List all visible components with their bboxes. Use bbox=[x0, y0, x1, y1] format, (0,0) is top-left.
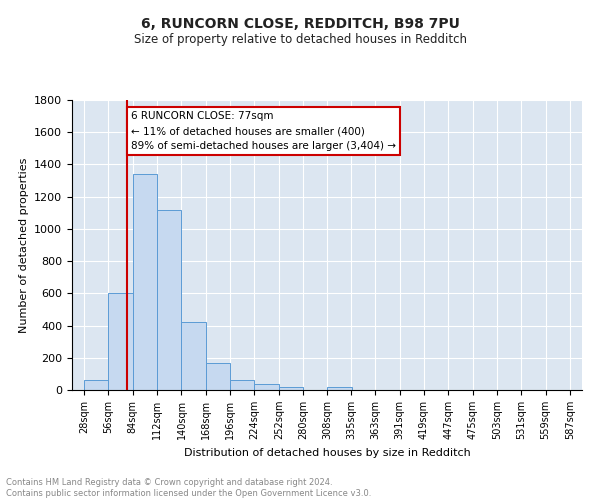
Y-axis label: Number of detached properties: Number of detached properties bbox=[19, 158, 29, 332]
Bar bbox=[157, 210, 181, 390]
Text: Contains HM Land Registry data © Crown copyright and database right 2024.
Contai: Contains HM Land Registry data © Crown c… bbox=[6, 478, 371, 498]
Text: 6, RUNCORN CLOSE, REDDITCH, B98 7PU: 6, RUNCORN CLOSE, REDDITCH, B98 7PU bbox=[140, 18, 460, 32]
Bar bbox=[84, 380, 109, 390]
Text: Size of property relative to detached houses in Redditch: Size of property relative to detached ho… bbox=[133, 32, 467, 46]
Bar bbox=[133, 174, 157, 390]
Bar bbox=[254, 384, 279, 390]
Bar bbox=[328, 387, 352, 390]
Bar bbox=[230, 380, 254, 390]
Bar bbox=[206, 362, 230, 390]
X-axis label: Distribution of detached houses by size in Redditch: Distribution of detached houses by size … bbox=[184, 448, 470, 458]
Text: 6 RUNCORN CLOSE: 77sqm
← 11% of detached houses are smaller (400)
89% of semi-de: 6 RUNCORN CLOSE: 77sqm ← 11% of detached… bbox=[131, 112, 396, 151]
Bar bbox=[109, 294, 133, 390]
Bar bbox=[279, 387, 303, 390]
Bar bbox=[181, 322, 206, 390]
